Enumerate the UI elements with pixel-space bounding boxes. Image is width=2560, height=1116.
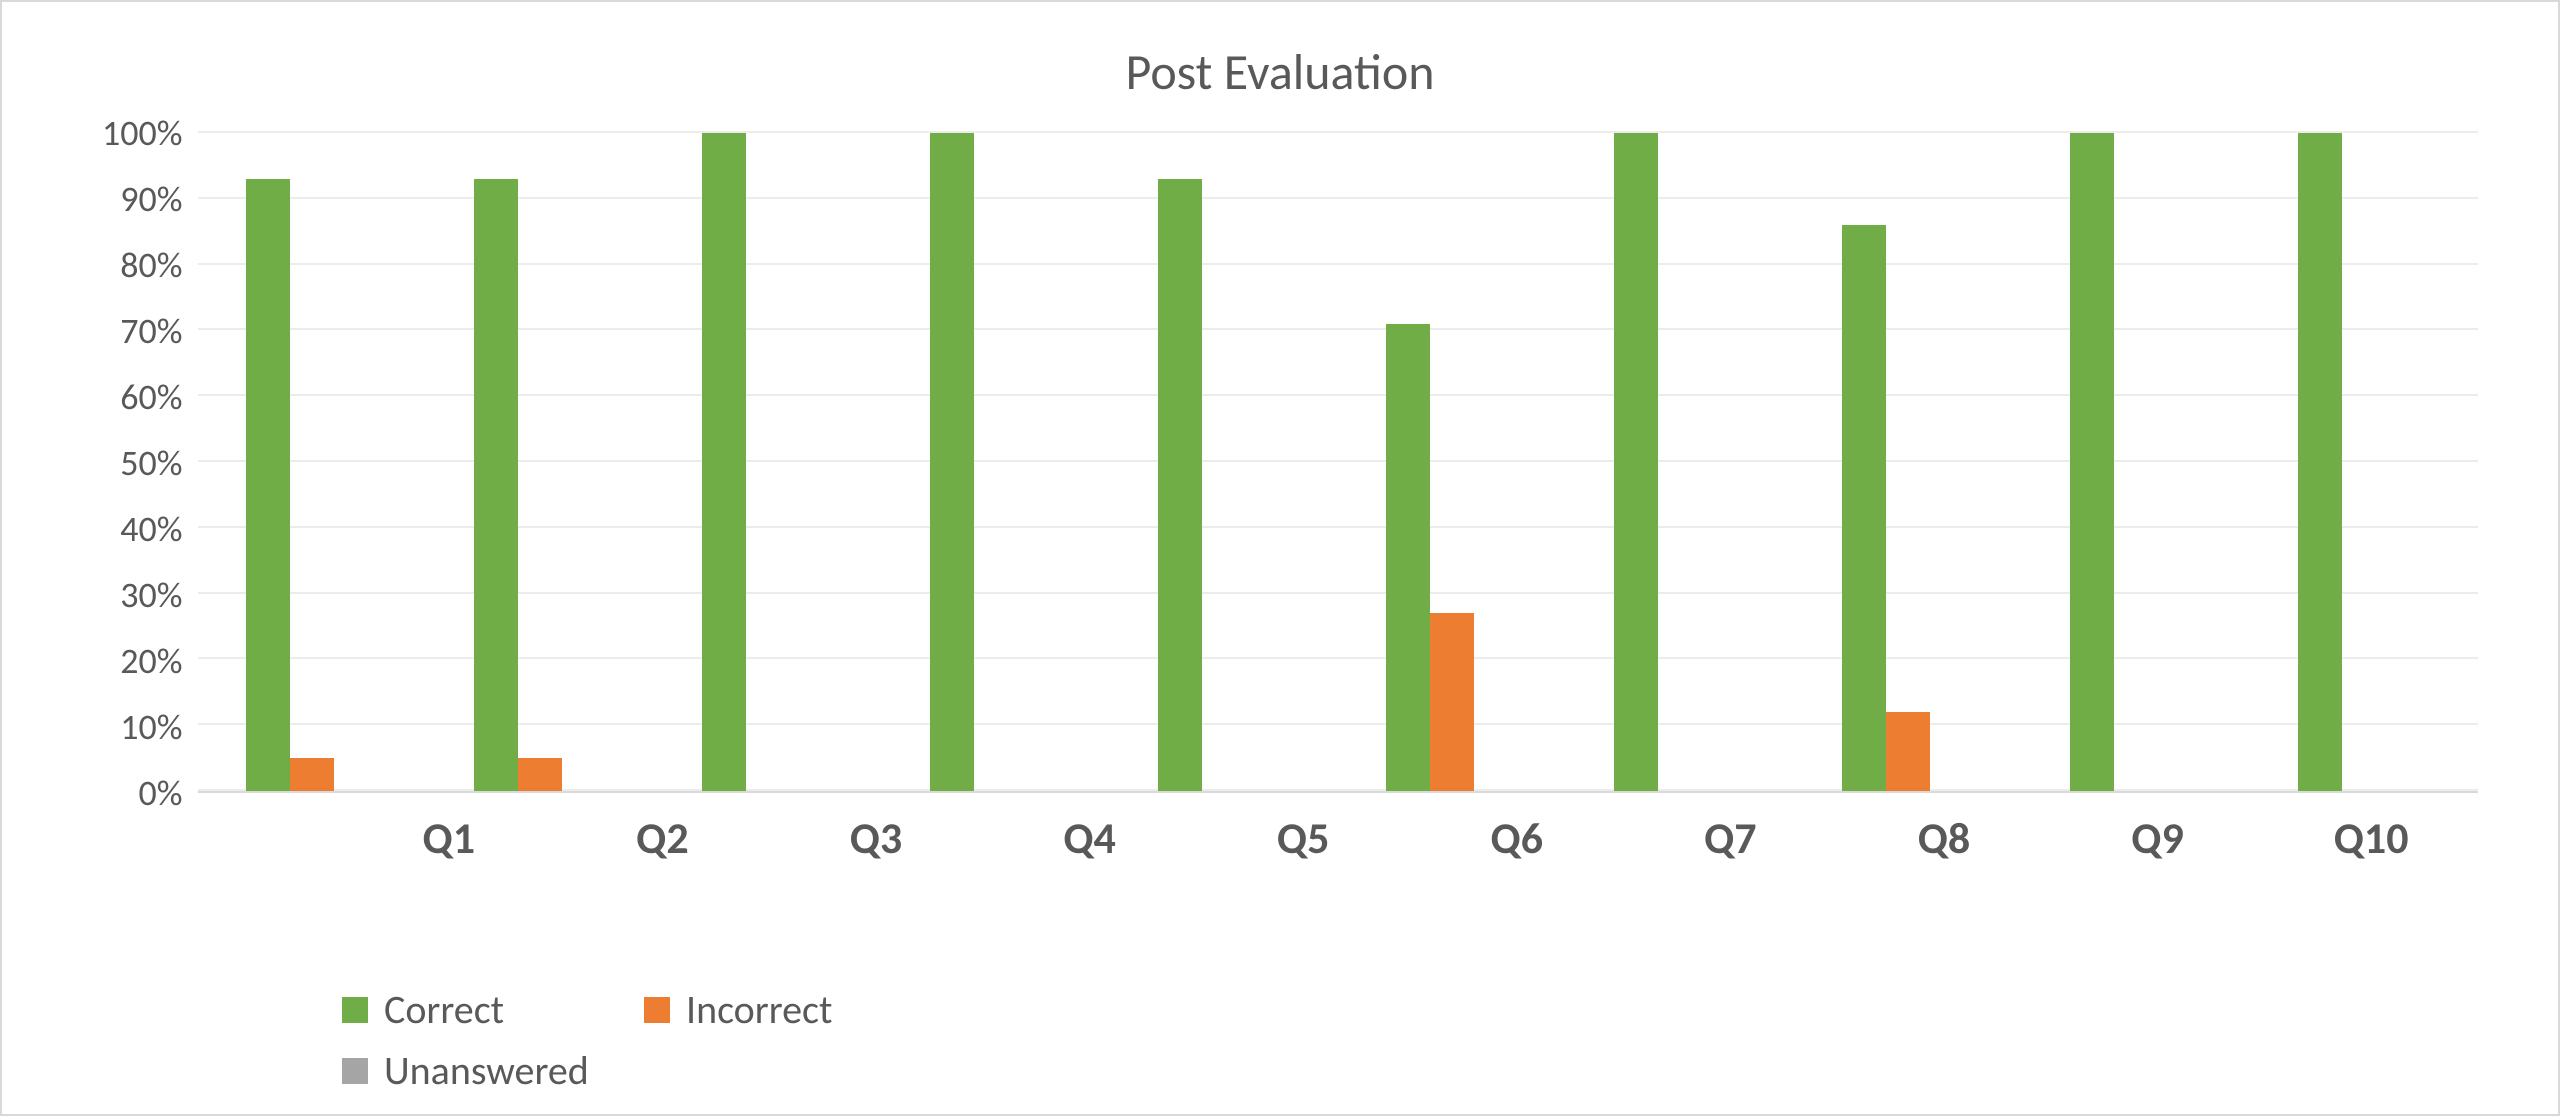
legend-label: Incorrect bbox=[686, 985, 832, 1034]
bar bbox=[2070, 133, 2114, 791]
y-axis: 100%90%80%70%60%50%40%30%20%10%0% bbox=[102, 133, 198, 793]
legend-item: Unanswered bbox=[342, 1046, 589, 1095]
legend-swatch bbox=[342, 1058, 368, 1084]
category-group bbox=[426, 133, 654, 791]
x-tick-label: Q7 bbox=[1624, 793, 1838, 865]
legend-row: Correct Incorrect bbox=[342, 985, 2518, 1034]
bar bbox=[1614, 133, 1658, 791]
category-group bbox=[654, 133, 882, 791]
plot-wrapper: 100%90%80%70%60%50%40%30%20%10%0% bbox=[102, 133, 2478, 793]
x-tick-label: Q1 bbox=[342, 793, 556, 865]
category-group bbox=[1338, 133, 1566, 791]
chart-title: Post Evaluation bbox=[42, 42, 2518, 103]
chart-container: Post Evaluation 100%90%80%70%60%50%40%30… bbox=[0, 0, 2560, 1116]
x-tick-label: Q2 bbox=[556, 793, 770, 865]
bar bbox=[246, 179, 290, 791]
bar bbox=[702, 133, 746, 791]
legend-label: Correct bbox=[384, 985, 504, 1034]
x-tick-label: Q8 bbox=[1837, 793, 2051, 865]
category-group bbox=[882, 133, 1110, 791]
x-tick-label: Q4 bbox=[983, 793, 1197, 865]
legend-row: Unanswered bbox=[342, 1046, 2518, 1095]
category-group bbox=[2022, 133, 2250, 791]
legend-swatch bbox=[644, 997, 670, 1023]
bar bbox=[930, 133, 974, 791]
legend-swatch bbox=[342, 997, 368, 1023]
legend-item: Incorrect bbox=[644, 985, 832, 1034]
legend-label: Unanswered bbox=[384, 1046, 589, 1095]
x-tick-label: Q9 bbox=[2051, 793, 2265, 865]
bar bbox=[1886, 712, 1930, 791]
legend: Correct Incorrect Unanswered bbox=[342, 985, 2518, 1095]
x-axis-labels: Q1Q2Q3Q4Q5Q6Q7Q8Q9Q10 bbox=[342, 793, 2478, 865]
x-tick-label: Q6 bbox=[1410, 793, 1624, 865]
x-axis: Q1Q2Q3Q4Q5Q6Q7Q8Q9Q10 bbox=[102, 793, 2478, 865]
bar bbox=[474, 179, 518, 791]
legend-item: Correct bbox=[342, 985, 504, 1034]
category-group bbox=[198, 133, 426, 791]
category-group bbox=[1110, 133, 1338, 791]
x-tick-label: Q10 bbox=[2264, 793, 2478, 865]
category-group bbox=[1566, 133, 1794, 791]
x-tick-label: Q5 bbox=[1196, 793, 1410, 865]
bar bbox=[518, 758, 562, 791]
bar bbox=[1158, 179, 1202, 791]
category-group bbox=[1794, 133, 2022, 791]
bar bbox=[2298, 133, 2342, 791]
plot-area bbox=[198, 133, 2478, 793]
bars-area bbox=[198, 133, 2478, 791]
bar bbox=[1386, 324, 1430, 791]
bar bbox=[1430, 613, 1474, 791]
bar bbox=[1842, 225, 1886, 791]
bar bbox=[290, 758, 334, 791]
category-group bbox=[2250, 133, 2478, 791]
x-tick-label: Q3 bbox=[769, 793, 983, 865]
